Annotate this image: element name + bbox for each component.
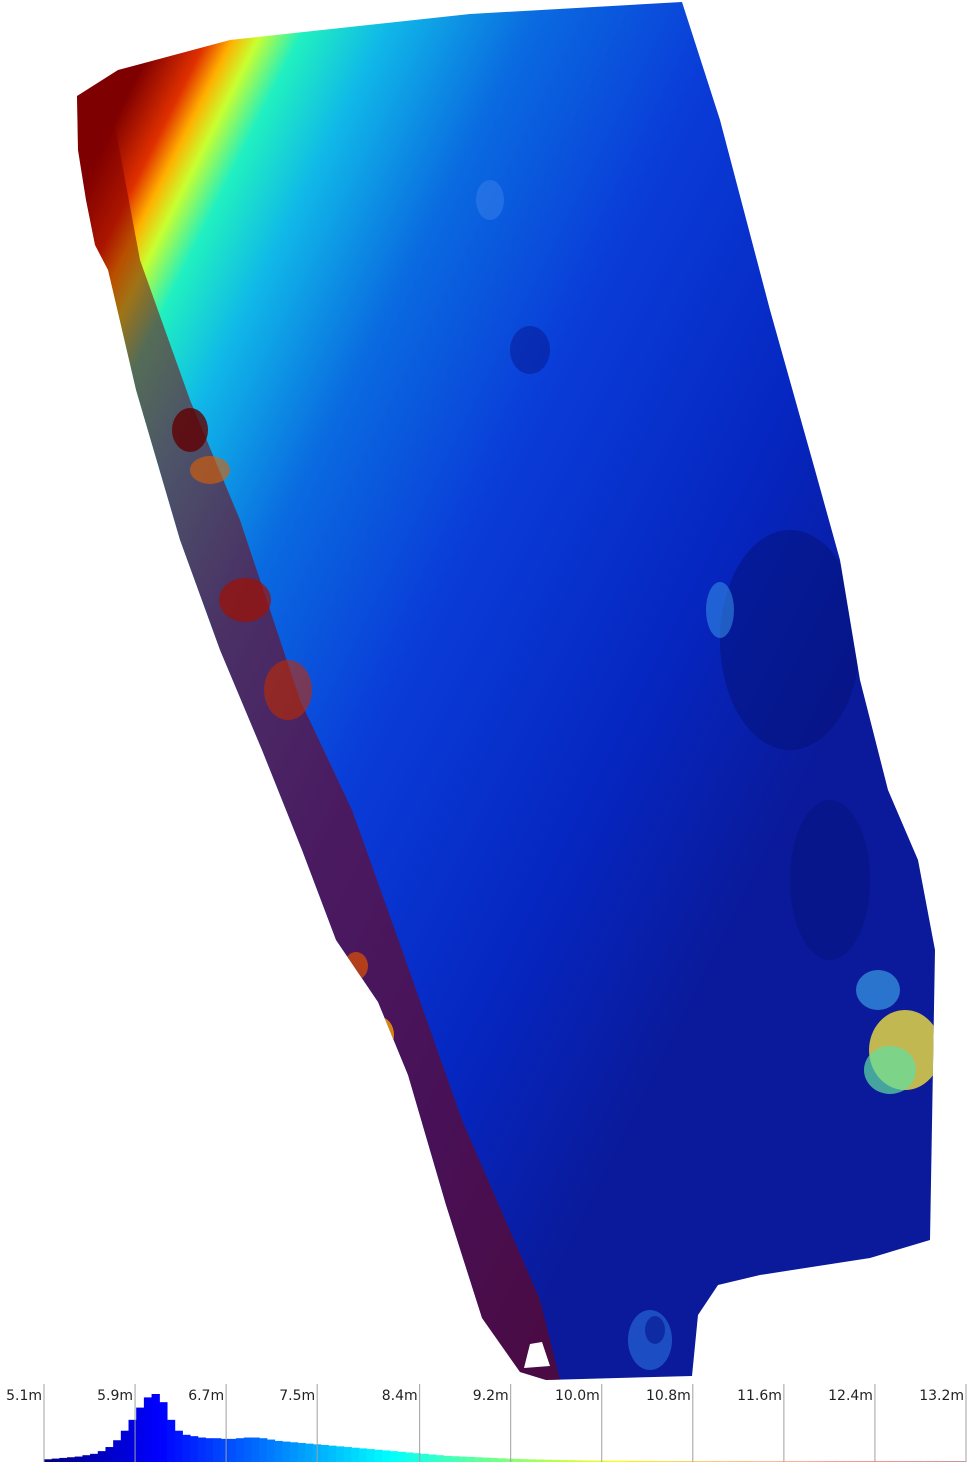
histogram-bar — [151, 1394, 160, 1462]
histogram-bar — [105, 1447, 114, 1462]
histogram-bar — [458, 1456, 468, 1462]
histogram-bar — [435, 1455, 445, 1462]
histogram-bar — [67, 1457, 76, 1462]
histogram-bar — [328, 1445, 337, 1462]
tick-label: 5.1m — [6, 1388, 42, 1404]
histogram-bar — [220, 1438, 229, 1462]
histogram-bar — [51, 1458, 60, 1462]
histogram-bar — [74, 1456, 84, 1462]
histogram — [44, 1394, 967, 1462]
histogram-bar — [274, 1440, 283, 1462]
histogram-bar — [428, 1454, 437, 1462]
tick-label: 9.2m — [473, 1388, 509, 1404]
histogram-bar — [366, 1449, 375, 1462]
histogram-bar — [481, 1457, 491, 1462]
colorbar-ticks: 5.1m 5.9m 6.7m 7.5m 8.4m 9.2m 10.0m 10.8m 11.6m 1… — [6, 1384, 967, 1462]
histogram-bar — [474, 1457, 483, 1462]
histogram-bar — [405, 1452, 414, 1462]
histogram-bar — [243, 1437, 253, 1462]
elevation-map — [77, 2, 935, 1380]
tick-label: 6.7m — [188, 1388, 224, 1404]
tick-label: 7.5m — [279, 1388, 315, 1404]
histogram-bar — [505, 1458, 514, 1462]
histogram-bar — [136, 1407, 145, 1462]
histogram-bar — [128, 1419, 137, 1462]
histogram-bar — [236, 1438, 245, 1462]
histogram-bar — [305, 1443, 314, 1462]
histogram-bar — [213, 1438, 222, 1462]
histogram-bar — [343, 1447, 352, 1462]
elevation-legend: 5.1m 5.9m 6.7m 7.5m 8.4m 9.2m 10.0m 10.8m 11.6m 1… — [6, 1384, 967, 1464]
histogram-bar — [466, 1456, 475, 1462]
histogram-bar — [228, 1438, 237, 1462]
histogram-bar — [90, 1453, 99, 1462]
histogram-bar — [113, 1440, 122, 1462]
histogram-bar — [335, 1446, 345, 1462]
histogram-bar — [197, 1437, 206, 1462]
histogram-bar — [320, 1445, 329, 1462]
histogram-bar — [59, 1457, 68, 1462]
histogram-bar — [189, 1436, 199, 1462]
histogram-bar — [266, 1439, 276, 1462]
histogram-bar — [205, 1438, 214, 1462]
histogram-bar — [159, 1402, 168, 1462]
histogram-bar — [412, 1453, 422, 1462]
histogram-bar — [174, 1430, 183, 1462]
histogram-bar — [489, 1457, 498, 1462]
histogram-bar — [282, 1441, 291, 1462]
histogram-bar — [297, 1442, 306, 1462]
tick-label: 8.4m — [382, 1388, 418, 1404]
tick-label: 12.4m — [828, 1388, 873, 1404]
histogram-bar — [420, 1453, 429, 1462]
histogram-bar — [512, 1458, 521, 1462]
histogram-bar — [251, 1437, 260, 1462]
histogram-bar — [97, 1451, 107, 1462]
histogram-bar — [397, 1451, 406, 1462]
histogram-bar — [143, 1397, 153, 1462]
tick-label: 10.0m — [555, 1388, 600, 1404]
histogram-bar — [359, 1448, 368, 1462]
histogram-bar — [82, 1455, 91, 1462]
histogram-bar — [382, 1450, 391, 1462]
histogram-bar — [497, 1458, 506, 1462]
tick-label: 11.6m — [737, 1388, 782, 1404]
histogram-bar — [259, 1438, 268, 1462]
tick-label: 10.8m — [646, 1388, 691, 1404]
histogram-bar — [166, 1419, 176, 1462]
histogram-bar — [443, 1455, 452, 1462]
tick-label: 5.9m — [97, 1388, 133, 1404]
histogram-bar — [120, 1430, 130, 1462]
histogram-bar — [289, 1442, 299, 1462]
histogram-bar — [374, 1449, 383, 1462]
histogram-bar — [182, 1434, 191, 1462]
histogram-bar — [351, 1447, 360, 1462]
histogram-bar — [451, 1456, 460, 1462]
histogram-bar — [389, 1451, 399, 1462]
tick-label: 13.2m — [919, 1388, 964, 1404]
